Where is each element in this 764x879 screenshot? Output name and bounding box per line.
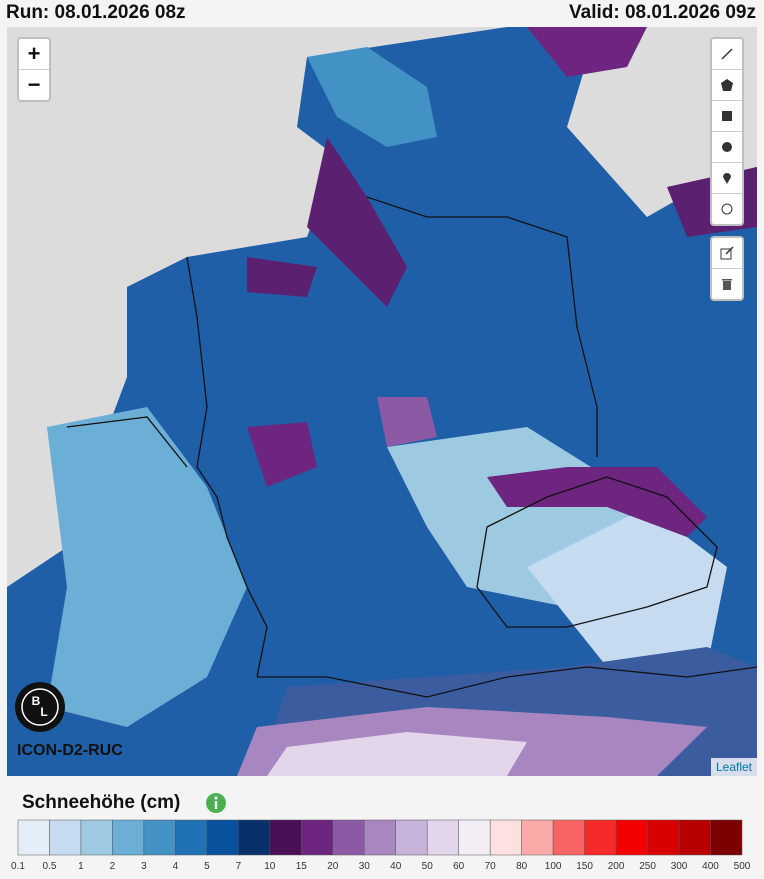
legend-color — [395, 819, 428, 856]
draw-circle[interactable] — [712, 131, 742, 162]
legend-color — [143, 819, 176, 856]
legend-color — [426, 819, 459, 856]
legend-color — [332, 819, 365, 856]
legend-color — [49, 819, 82, 856]
snow-field — [307, 47, 437, 147]
legend-color — [175, 819, 208, 856]
draw-marker[interactable] — [712, 162, 742, 193]
icon — [722, 142, 732, 152]
legend-color — [552, 819, 585, 856]
legend-tick-label: 20 — [327, 861, 339, 872]
icon — [721, 79, 733, 91]
legend-color — [678, 819, 711, 856]
map[interactable]: + − B L ICON-D2-RUC Leaflet — [7, 27, 757, 776]
legend-tick-label: 5 — [204, 861, 210, 872]
legend-color — [710, 819, 743, 856]
legend-tick-label: 70 — [485, 861, 497, 872]
legend-color — [647, 819, 680, 856]
snow-deep — [527, 27, 647, 77]
legend-color — [112, 819, 145, 856]
legend-tick-label: 400 — [702, 861, 719, 872]
legend-tick-label: 150 — [576, 861, 593, 872]
edit-toolbar — [710, 236, 744, 301]
legend-tick-label: 3 — [141, 861, 147, 872]
snow-field-light — [47, 407, 247, 727]
valid-time: Valid: 08.01.2026 09z — [569, 2, 756, 23]
draw-toolbar — [710, 37, 744, 226]
legend-color — [301, 819, 334, 856]
delete-layers[interactable] — [712, 268, 742, 299]
zoom-out[interactable]: − — [19, 69, 49, 100]
icon — [722, 279, 732, 290]
run-time: Run: 08.01.2026 08z — [6, 2, 186, 23]
snow-deep — [307, 137, 407, 307]
snow-deep — [247, 422, 317, 487]
alps-peaks — [267, 732, 527, 776]
legend-tick-label: 300 — [671, 861, 688, 872]
legend-color — [80, 819, 113, 856]
legend-color — [521, 819, 554, 856]
icon — [721, 48, 733, 60]
legend-tick-label: 0.1 — [11, 861, 25, 872]
snow-field-light — [527, 507, 727, 667]
legend-tick-label: 15 — [296, 861, 308, 872]
legend-scale: 0.1 0.5 1 2 3 4 5 7 10 15 20 30 40 50 60 70 80 100 150 200 2… — [11, 819, 751, 872]
legend-color — [584, 819, 617, 856]
legend-tick-label: 4 — [173, 861, 179, 872]
attribution[interactable]: Leaflet — [710, 758, 757, 776]
legend-color — [364, 819, 396, 856]
borders — [66, 196, 757, 698]
legend-tick-label: 80 — [516, 861, 528, 872]
legend-tick-label: 40 — [390, 861, 402, 872]
info-icon[interactable] — [205, 792, 227, 814]
edit-layers[interactable] — [712, 238, 742, 268]
legend-tick-label: 200 — [608, 861, 625, 872]
legend-tick-label: 0.5 — [43, 861, 57, 872]
legend-tick-label: 10 — [264, 861, 276, 872]
legend-color — [269, 819, 302, 856]
legend-tick-label: 500 — [734, 861, 751, 872]
legend-color — [615, 819, 648, 856]
legend-color — [206, 819, 239, 856]
legend-tick-label: 1 — [78, 861, 84, 872]
legend-tick-label: 30 — [359, 861, 371, 872]
zoom-in[interactable]: + — [27, 41, 41, 66]
icon — [723, 173, 731, 184]
logo-letter: B — [32, 694, 41, 708]
legend-color — [17, 819, 50, 856]
draw-polygon[interactable] — [712, 69, 742, 100]
legend-tick-label: 50 — [422, 861, 434, 872]
model-name: ICON-D2-RUC — [17, 742, 123, 759]
icon — [722, 111, 732, 121]
legend-tick-label: 7 — [236, 861, 242, 872]
legend-color — [489, 819, 522, 856]
logo-letter: L — [40, 705, 47, 719]
snow-deep — [247, 257, 317, 297]
snow-deep — [377, 397, 437, 447]
draw-circlemarker[interactable] — [712, 193, 742, 224]
legend-title: Schneehöhe (cm) — [22, 792, 181, 813]
logo: B L — [15, 682, 65, 732]
legend-color — [238, 819, 271, 856]
legend-tick-label: 100 — [545, 861, 562, 872]
snow-deep — [487, 467, 707, 537]
icon — [721, 203, 733, 215]
legend-tick-label: 60 — [453, 861, 465, 872]
icon — [720, 246, 734, 260]
draw-rectangle[interactable] — [712, 100, 742, 131]
draw-polyline[interactable] — [712, 39, 742, 69]
legend-color — [458, 819, 491, 856]
legend-tick-label: 250 — [639, 861, 656, 872]
map-layer — [7, 27, 757, 776]
legend-tick-label: 2 — [110, 861, 116, 872]
zoom-control: + − — [17, 37, 51, 102]
